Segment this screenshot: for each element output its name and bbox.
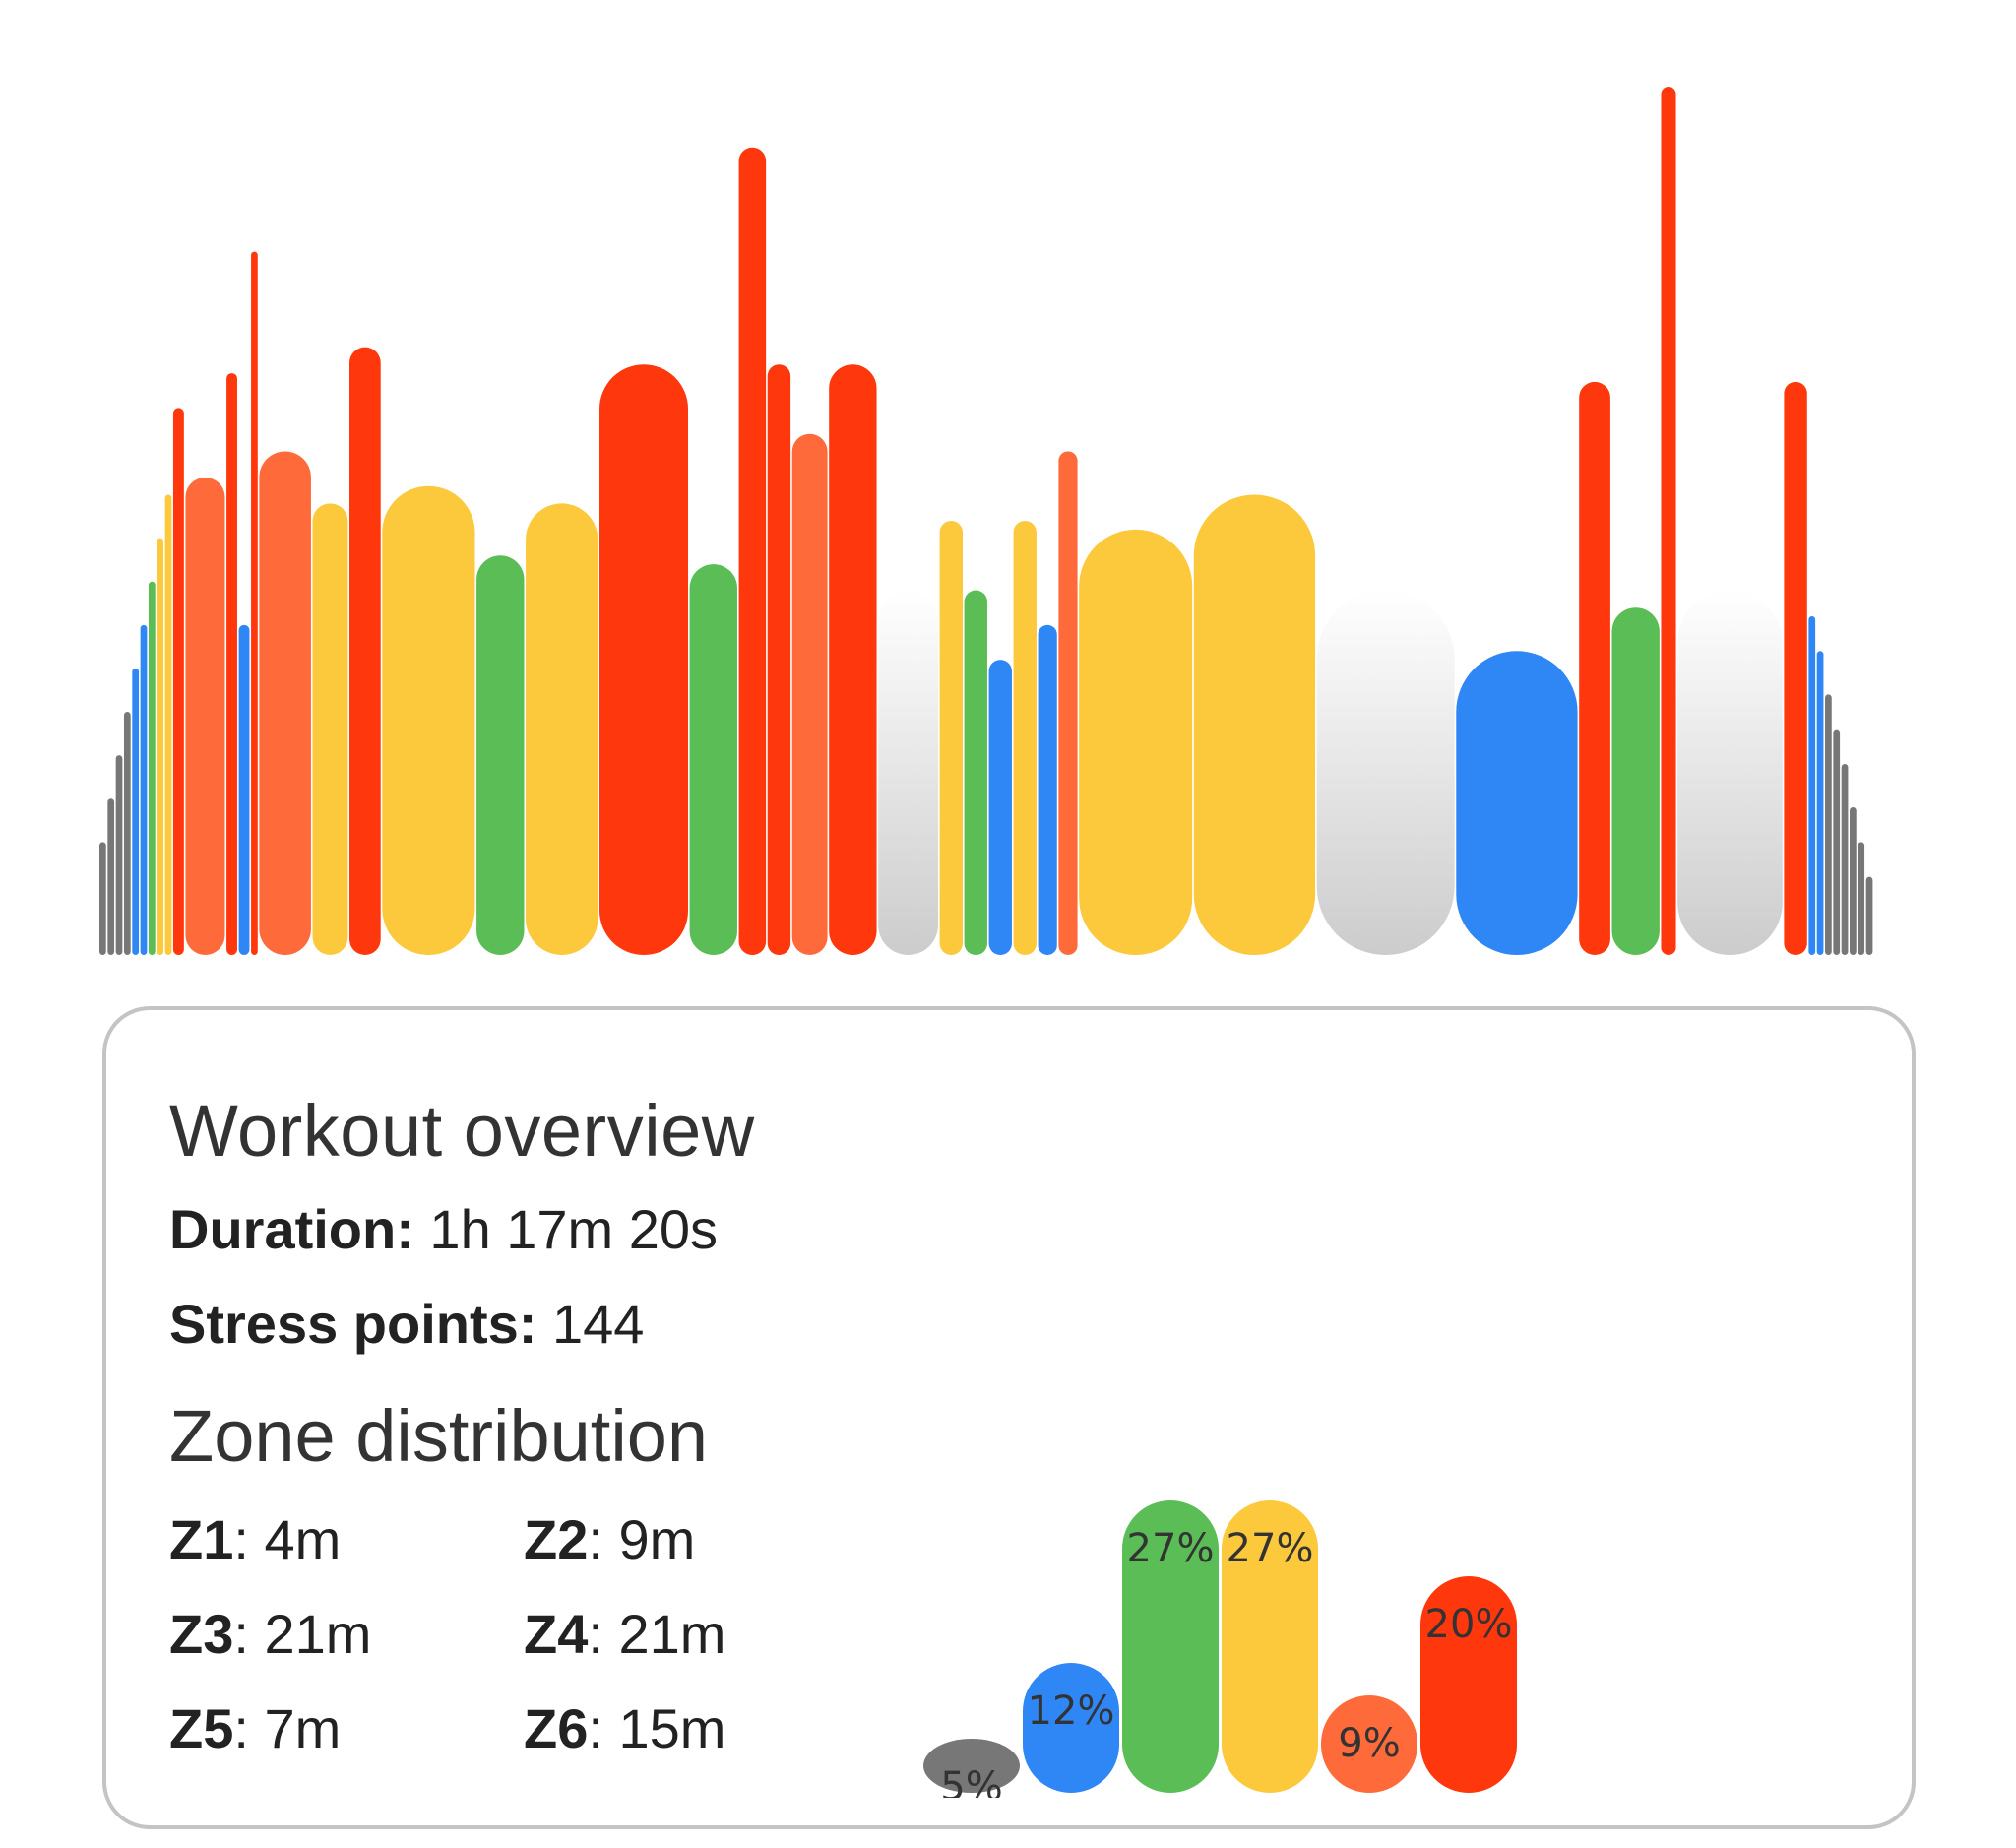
zone-label-z4: Z4 bbox=[524, 1603, 588, 1665]
interval-bar-17 bbox=[349, 348, 381, 955]
interval-bar-39 bbox=[1612, 607, 1660, 955]
zone-value-z5: : 7m bbox=[233, 1697, 341, 1759]
interval-bar-22 bbox=[690, 564, 737, 955]
zone-value-z4: : 21m bbox=[588, 1603, 725, 1665]
interval-bar-18 bbox=[382, 486, 474, 955]
interval-bar-47 bbox=[1842, 764, 1849, 955]
interval-bar-30 bbox=[989, 660, 1012, 955]
interval-bar-13 bbox=[239, 625, 250, 955]
zone-value-z3: : 21m bbox=[233, 1603, 371, 1665]
interval-bar-8 bbox=[157, 539, 163, 955]
interval-bar-38 bbox=[1579, 382, 1610, 955]
zone-bar-label-z5: 9% bbox=[1338, 1721, 1400, 1766]
zone-label-z5: Z5 bbox=[169, 1697, 233, 1759]
interval-bar-12 bbox=[226, 373, 237, 955]
zone-value-z6: : 15m bbox=[588, 1697, 725, 1759]
interval-bar-48 bbox=[1850, 807, 1857, 955]
zone-label-z1: Z1 bbox=[169, 1508, 233, 1570]
interval-bar-25 bbox=[792, 434, 828, 955]
interval-bar-21 bbox=[599, 364, 688, 955]
interval-bar-3 bbox=[116, 755, 123, 955]
interval-bar-40 bbox=[1661, 87, 1675, 955]
zone-label-z6: Z6 bbox=[524, 1697, 588, 1759]
duration-label: Duration: bbox=[169, 1198, 414, 1260]
interval-bar-44 bbox=[1817, 651, 1824, 955]
interval-bar-32 bbox=[1039, 625, 1057, 955]
interval-bar-34 bbox=[1079, 530, 1192, 955]
interval-bar-1 bbox=[99, 842, 106, 955]
zone-distribution-chart: 5% 12% 27% 27% 9% 20% bbox=[914, 1443, 1603, 1798]
interval-bar-26 bbox=[829, 364, 876, 955]
zone-time-z3: Z3: 21m bbox=[169, 1602, 371, 1666]
interval-bar-29 bbox=[965, 591, 987, 955]
interval-bar-11 bbox=[185, 478, 224, 955]
interval-bar-43 bbox=[1808, 616, 1815, 955]
zone-label-z2: Z2 bbox=[524, 1508, 588, 1570]
overview-title: Workout overview bbox=[169, 1089, 755, 1173]
interval-bar-7 bbox=[149, 582, 156, 955]
zone-bar-label-z6: 20% bbox=[1425, 1602, 1513, 1647]
interval-bar-50 bbox=[1866, 877, 1873, 955]
zone-label-z3: Z3 bbox=[169, 1603, 233, 1665]
interval-bar-49 bbox=[1858, 842, 1864, 955]
interval-bar-23 bbox=[739, 148, 767, 955]
interval-bar-4 bbox=[124, 712, 131, 955]
workout-interval-chart bbox=[0, 0, 2016, 985]
interval-bar-24 bbox=[768, 364, 790, 955]
interval-bar-35 bbox=[1194, 495, 1315, 955]
stress-points-value: 144 bbox=[536, 1293, 644, 1355]
interval-bar-2 bbox=[107, 798, 114, 955]
zone-time-z2: Z2: 9m bbox=[524, 1507, 695, 1571]
interval-bar-16 bbox=[313, 503, 348, 955]
interval-bar-31 bbox=[1014, 521, 1037, 955]
interval-bar-14 bbox=[251, 252, 258, 955]
interval-bar-28 bbox=[940, 521, 963, 955]
duration-value: 1h 17m 20s bbox=[414, 1198, 718, 1260]
zone-bar-label-z1: 5% bbox=[940, 1764, 1002, 1798]
zone-time-z5: Z5: 7m bbox=[169, 1696, 341, 1760]
interval-bar-45 bbox=[1825, 694, 1832, 955]
interval-bar-9 bbox=[165, 495, 172, 955]
interval-bar-19 bbox=[476, 555, 524, 955]
zone-value-z2: : 9m bbox=[588, 1508, 695, 1570]
interval-bar-20 bbox=[526, 503, 598, 955]
interval-bar-46 bbox=[1833, 730, 1840, 955]
stress-points-stat: Stress points: 144 bbox=[169, 1292, 644, 1356]
interval-bar-33 bbox=[1058, 451, 1077, 955]
zone-time-z6: Z6: 15m bbox=[524, 1696, 725, 1760]
zone-time-z4: Z4: 21m bbox=[524, 1602, 725, 1666]
interval-bar-6 bbox=[141, 625, 148, 955]
zone-value-z1: : 4m bbox=[233, 1508, 341, 1570]
interval-bar-10 bbox=[173, 408, 184, 955]
interval-bar-42 bbox=[1784, 382, 1806, 955]
zone-bar-label-z3: 27% bbox=[1127, 1526, 1215, 1571]
interval-bar-27 bbox=[878, 591, 938, 955]
interval-bar-15 bbox=[259, 451, 311, 955]
interval-bar-41 bbox=[1677, 591, 1783, 955]
zone-bar-label-z4: 27% bbox=[1227, 1526, 1314, 1571]
zone-distribution-title: Zone distribution bbox=[169, 1394, 708, 1478]
interval-bar-37 bbox=[1456, 651, 1577, 955]
zone-bar-label-z2: 12% bbox=[1028, 1689, 1115, 1734]
interval-bar-36 bbox=[1317, 591, 1455, 955]
workout-overview-card: Workout overview Duration: 1h 17m 20s St… bbox=[102, 1006, 1916, 1829]
stress-points-label: Stress points: bbox=[169, 1293, 536, 1355]
duration-stat: Duration: 1h 17m 20s bbox=[169, 1197, 718, 1261]
interval-bar-5 bbox=[132, 669, 139, 955]
zone-time-z1: Z1: 4m bbox=[169, 1507, 341, 1571]
